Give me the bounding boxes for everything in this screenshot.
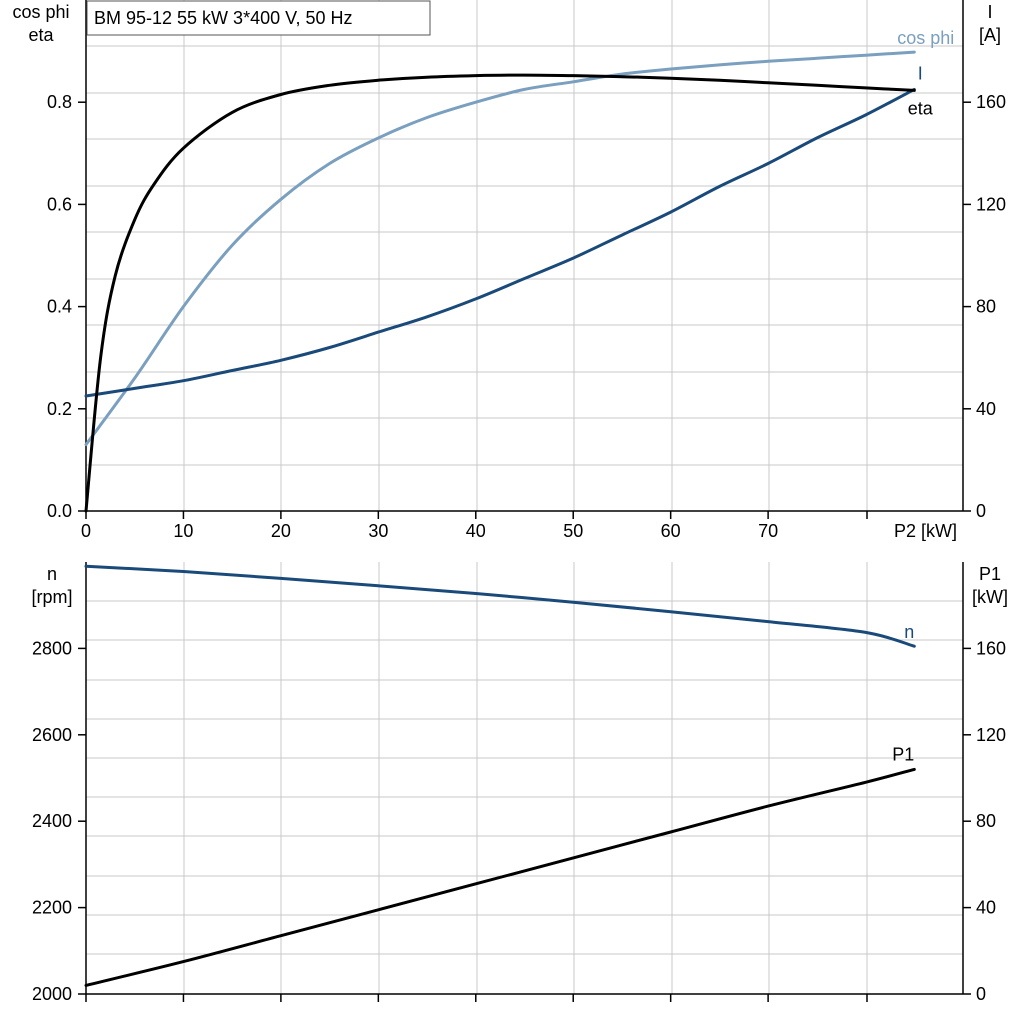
series-label-i: I — [918, 63, 923, 83]
bottom-panel: 2000 2200 2400 2600 2800 0 40 80 120 160 n [rpm] P1 [… — [31, 562, 1008, 1004]
y-left-tick-label: 0.6 — [47, 194, 72, 214]
x-tick-label: 50 — [563, 521, 583, 541]
y-right-tick-label: 0 — [976, 984, 986, 1004]
y-left-tick-label: 2200 — [32, 898, 72, 918]
x-tick-label: 10 — [173, 521, 193, 541]
series-label-n: n — [904, 622, 914, 642]
y-left-tick-label: 2800 — [32, 638, 72, 658]
y-right-tick-label: 40 — [976, 399, 996, 419]
y-left-tick-label: 0.2 — [47, 399, 72, 419]
x-tick-label: 70 — [758, 521, 778, 541]
x-tick-label: 20 — [271, 521, 291, 541]
series-line-eta — [84, 73, 916, 513]
y-left-tick-label: 2000 — [32, 984, 72, 1004]
series-line-n — [84, 564, 916, 648]
y-right-tick-label: 120 — [976, 194, 1006, 214]
y-right-axis-label: [A] — [979, 25, 1001, 45]
y-right-tick-label: 0 — [976, 501, 986, 521]
y-right-tick-label: 40 — [976, 898, 996, 918]
y-right-axis-label: I — [987, 2, 992, 22]
y-right-tick-label: 80 — [976, 297, 996, 317]
x-tick-label: 60 — [661, 521, 681, 541]
y-left-tick-label: 0.8 — [47, 92, 72, 112]
series-label-eta: eta — [908, 98, 934, 118]
y-right-tick-label: 160 — [976, 638, 1006, 658]
y-right-axis-label: [kW] — [972, 587, 1008, 607]
series-label-p1: P1 — [892, 744, 914, 764]
y-left-tick-label: 2400 — [32, 811, 72, 831]
x-tick-label: 0 — [81, 521, 91, 541]
y-right-tick-label: 160 — [976, 92, 1006, 112]
y-left-axis-label: n — [47, 564, 57, 584]
y-left-tick-label: 0.4 — [47, 297, 72, 317]
x-tick-label: 40 — [466, 521, 486, 541]
y-right-tick-label: 120 — [976, 725, 1006, 745]
series-line-cos-phi — [84, 50, 916, 447]
series-line-i — [84, 87, 916, 398]
y-left-axis-label: [rpm] — [31, 587, 72, 607]
y-right-tick-label: 80 — [976, 811, 996, 831]
series-label-cos-phi: cos phi — [897, 28, 954, 48]
title-box — [86, 0, 431, 36]
x-axis-label: P2 [kW] — [894, 521, 957, 541]
chart-title: BM 95-12 55 kW 3*400 V, 50 Hz — [94, 8, 352, 28]
y-left-axis-label: cos phi — [12, 2, 69, 22]
y-left-axis-label: eta — [28, 25, 54, 45]
x-tick-label: 30 — [368, 521, 388, 541]
series-line-p1 — [84, 767, 916, 987]
top-panel: 0.0 0.2 0.4 0.6 0.8 0 40 80 120 160 0 10 20 30 40 50 60 7… — [12, 0, 1006, 541]
y-left-tick-label: 0.0 — [47, 501, 72, 521]
y-right-axis-label: P1 — [979, 564, 1001, 584]
y-left-tick-label: 2600 — [32, 725, 72, 745]
